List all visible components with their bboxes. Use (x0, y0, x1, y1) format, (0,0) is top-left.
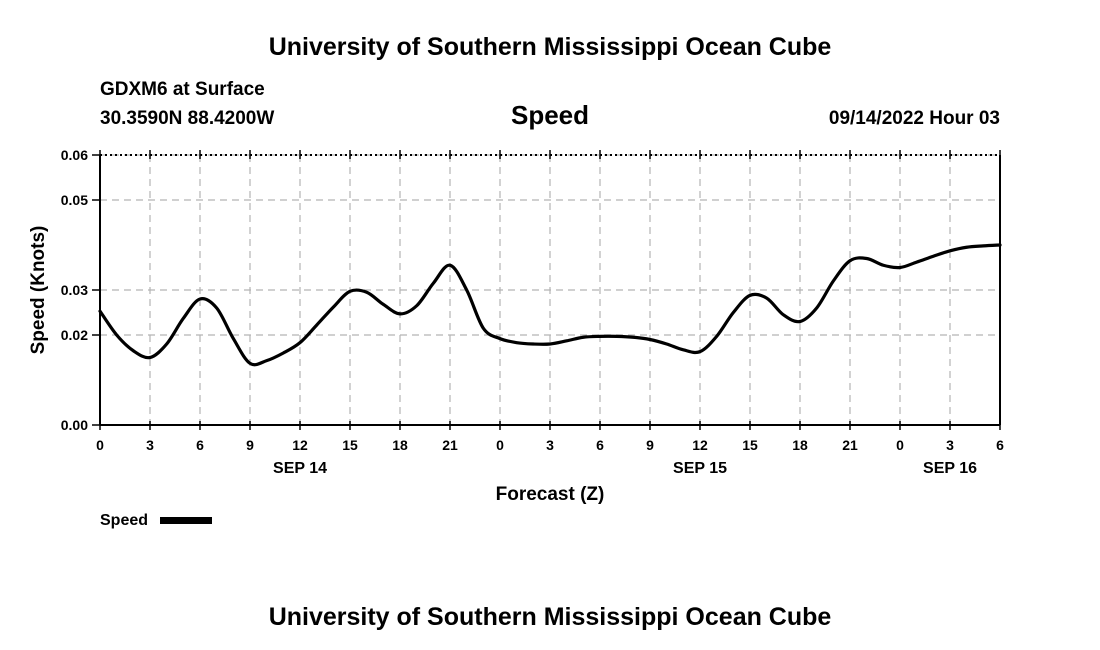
series-line-speed (98, 243, 1002, 367)
x-tick-label-6: 18 (392, 437, 408, 453)
y-tick-label-2: 0.03 (61, 282, 88, 298)
y-tick-label-3: 0.05 (61, 192, 88, 208)
grid-lines (100, 154, 1000, 425)
x-tick-label-13: 15 (742, 437, 758, 453)
x-tick-label-16: 0 (896, 437, 904, 453)
y-axis-label: Speed (Knots) (28, 226, 49, 355)
series-lines (98, 243, 1002, 367)
y-tick-label-4: 0.06 (61, 147, 88, 163)
timestamp-label: 09/14/2022 Hour 03 (829, 108, 1000, 129)
x-tick-label-0: 0 (96, 437, 104, 453)
y-axis-ticks: 0.00 0.02 0.03 0.05 0.06 (61, 147, 100, 433)
day-label-0: SEP 14 (273, 460, 327, 477)
x-tick-label-9: 3 (546, 437, 554, 453)
x-tick-label-8: 0 (496, 437, 504, 453)
x-tick-label-11: 9 (646, 437, 654, 453)
station-label: GDXM6 at Surface (100, 79, 265, 100)
day-label-1: SEP 15 (673, 460, 727, 477)
x-tick-label-1: 3 (146, 437, 154, 453)
chart-title: University of Southern Mississippi Ocean… (269, 33, 832, 61)
y-tick-label-1: 0.02 (61, 327, 88, 343)
y-tick-label-0: 0.00 (61, 417, 88, 433)
footer-title: University of Southern Mississippi Ocean… (269, 603, 832, 631)
x-axis-label: Forecast (Z) (496, 484, 605, 505)
x-tick-label-2: 6 (196, 437, 204, 453)
x-tick-label-18: 6 (996, 437, 1004, 453)
x-tick-label-3: 9 (246, 437, 254, 453)
legend-swatch (160, 517, 212, 524)
parameter-label: Speed (511, 100, 589, 130)
day-labels: SEP 14 SEP 15 SEP 16 (273, 460, 977, 477)
x-tick-label-14: 18 (792, 437, 808, 453)
legend-label: Speed (100, 512, 148, 529)
x-tick-label-5: 15 (342, 437, 358, 453)
x-tick-label-4: 12 (292, 437, 308, 453)
x-tick-label-17: 3 (946, 437, 954, 453)
day-label-2: SEP 16 (923, 460, 977, 477)
x-axis-ticks: 0 3 6 9 12 15 18 21 0 3 6 9 12 15 18 21 0 3 6 (96, 150, 1004, 453)
x-tick-label-10: 6 (596, 437, 604, 453)
coords-label: 30.3590N 88.4200W (100, 108, 274, 129)
x-tick-label-15: 21 (842, 437, 858, 453)
x-tick-label-12: 12 (692, 437, 708, 453)
x-tick-label-7: 21 (442, 437, 458, 453)
